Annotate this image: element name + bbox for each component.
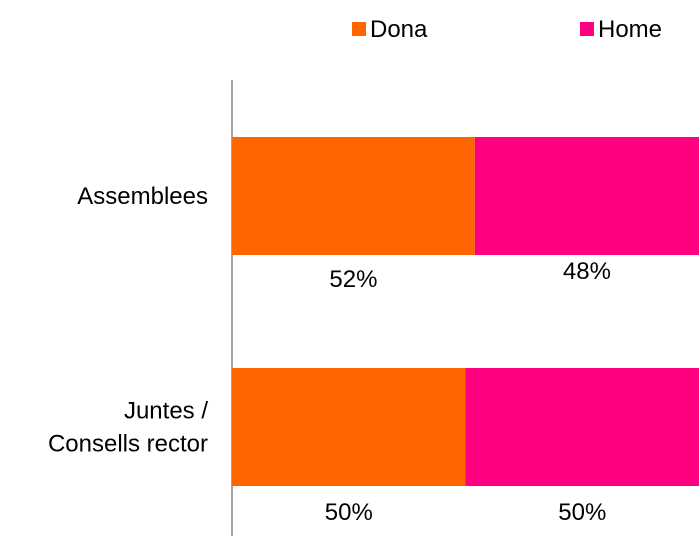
data-label-home-0: 48% — [563, 258, 611, 285]
bars — [232, 137, 699, 486]
category-label-1-line-0: Juntes / — [124, 398, 208, 425]
legend: Dona Home — [352, 16, 662, 43]
legend-swatch-home — [580, 22, 594, 36]
bar-dona-1 — [232, 368, 466, 486]
legend-label-dona: Dona — [370, 16, 428, 43]
data-label-dona-1: 50% — [325, 499, 373, 526]
category-labels: Assemblees Juntes / Consells rector — [48, 183, 208, 458]
bar-home-0 — [475, 137, 699, 255]
legend-swatch-dona — [352, 22, 366, 36]
category-label-1-line-1: Consells rector — [48, 431, 208, 458]
category-label-0-line-0: Assemblees — [77, 183, 208, 210]
data-label-dona-0: 52% — [329, 266, 377, 293]
data-label-home-1: 50% — [558, 499, 606, 526]
bar-home-1 — [466, 368, 699, 486]
legend-label-home: Home — [598, 16, 662, 43]
bar-dona-0 — [232, 137, 475, 255]
